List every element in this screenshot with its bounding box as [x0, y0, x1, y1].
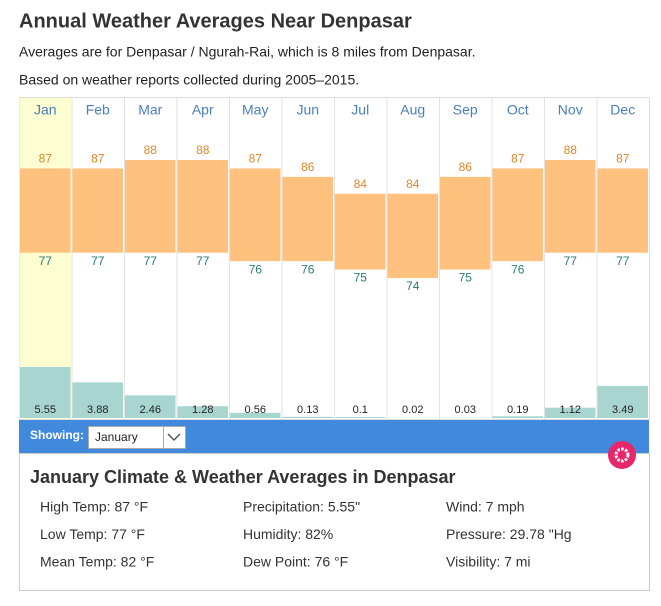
- high-label: 88: [196, 143, 210, 157]
- month-label[interactable]: Apr: [192, 102, 214, 118]
- high-label: 87: [91, 152, 105, 166]
- high-label: 84: [406, 177, 420, 191]
- detail-item: Mean Temp: 82 °F: [40, 554, 154, 570]
- month-label[interactable]: Aug: [400, 102, 425, 118]
- temp-bar: [72, 168, 123, 253]
- month-label[interactable]: Jul: [351, 102, 369, 118]
- month-label[interactable]: Oct: [507, 102, 529, 118]
- select-box[interactable]: [88, 426, 186, 449]
- month-label[interactable]: Sep: [453, 102, 478, 118]
- temp-bar: [335, 193, 386, 270]
- details-box: [19, 453, 650, 591]
- precip-label: 0.02: [402, 404, 423, 416]
- precip-bar: [72, 382, 123, 418]
- temp-bar: [125, 160, 176, 253]
- precip-bar: [335, 417, 386, 418]
- select-arrow: [167, 433, 181, 442]
- precip-bar: [545, 407, 596, 418]
- precip-bar: [282, 416, 333, 418]
- precip-bar: [230, 412, 281, 418]
- detail-item: Low Temp: 77 °F: [40, 526, 145, 542]
- low-label: 74: [406, 279, 420, 293]
- high-label: 86: [459, 160, 473, 174]
- temp-bar: [597, 168, 648, 253]
- precip-label: 3.88: [87, 404, 108, 416]
- month-label[interactable]: May: [242, 102, 268, 118]
- high-label: 87: [511, 152, 525, 166]
- high-label: 86: [301, 160, 315, 174]
- month-label[interactable]: Nov: [558, 102, 583, 118]
- high-label: 87: [616, 152, 630, 166]
- low-label: 77: [91, 254, 105, 268]
- low-label: 75: [459, 271, 473, 285]
- month-label[interactable]: Jan: [34, 102, 57, 118]
- low-label: 77: [616, 254, 630, 268]
- low-label: 76: [301, 262, 315, 276]
- chart: Jan 87 77 5.55 Feb 87 77 3.88 Mar 88 77 2.46 Apr 88 77…: [19, 98, 648, 419]
- precip-label: 1.12: [560, 404, 581, 416]
- details-title: January Climate & Weather Averages in De…: [30, 467, 456, 487]
- temp-bar: [545, 160, 596, 253]
- selected-column: [19, 98, 71, 419]
- settings-button[interactable]: [608, 441, 636, 469]
- precip-label: 0.13: [297, 404, 318, 416]
- low-label: 77: [196, 254, 210, 268]
- month-label[interactable]: Jun: [296, 102, 319, 118]
- select-value[interactable]: January: [95, 430, 138, 444]
- high-label: 87: [39, 152, 53, 166]
- precip-label: 2.46: [140, 404, 161, 416]
- high-label: 88: [144, 143, 158, 157]
- note: Based on weather reports collected durin…: [19, 72, 359, 88]
- showing-label: Showing:: [30, 428, 84, 442]
- month-select[interactable]: January: [88, 426, 186, 449]
- detail-item: Humidity: 82%: [243, 526, 333, 542]
- temp-bar: [177, 160, 228, 253]
- month-label[interactable]: Mar: [138, 102, 162, 118]
- subtitle: Averages are for Denpasar / Ngurah-Rai, …: [19, 44, 476, 60]
- precip-label: 0.56: [245, 404, 266, 416]
- precip-label: 5.55: [35, 404, 56, 416]
- detail-item: Visibility: 7 mi: [446, 554, 531, 570]
- low-label: 77: [564, 254, 578, 268]
- temp-bar: [230, 168, 281, 262]
- temp-bar: [492, 168, 543, 262]
- low-label: 76: [249, 262, 263, 276]
- detail-item: Dew Point: 76 °F: [243, 554, 348, 570]
- high-label: 87: [249, 152, 263, 166]
- precip-label: 0.19: [507, 404, 528, 416]
- high-label: 84: [354, 177, 368, 191]
- temp-bar: [440, 176, 491, 270]
- temp-bar: [387, 193, 438, 278]
- precip-label: 3.49: [612, 404, 633, 416]
- month-label[interactable]: Dec: [610, 102, 635, 118]
- gear-icon: [614, 447, 630, 463]
- temp-bar: [20, 168, 71, 253]
- details-grid: High Temp: 87 °F Precipitation: 5.55" Wind…: [40, 499, 572, 570]
- title: Annual Weather Averages Near Denpasar: [19, 10, 412, 32]
- precip-bar: [125, 395, 176, 418]
- gear-hole: [620, 453, 624, 457]
- low-label: 75: [354, 271, 368, 285]
- precip-bar: [177, 406, 228, 418]
- precip-label: 1.28: [192, 404, 213, 416]
- temp-bar: [282, 176, 333, 262]
- precip-label: 0.1: [353, 404, 368, 416]
- precip-bar: [492, 416, 543, 418]
- detail-item: Pressure: 29.78 "Hg: [446, 526, 572, 542]
- detail-item: High Temp: 87 °F: [40, 499, 148, 515]
- detail-item: Wind: 7 mph: [446, 499, 525, 515]
- low-label: 77: [39, 254, 53, 268]
- low-label: 77: [144, 254, 158, 268]
- high-label: 88: [564, 143, 578, 157]
- low-label: 76: [511, 262, 525, 276]
- precip-bar: [597, 385, 648, 418]
- month-label[interactable]: Feb: [86, 102, 110, 118]
- precip-bar: [20, 367, 71, 418]
- detail-item: Precipitation: 5.55": [243, 499, 360, 515]
- precip-label: 0.03: [455, 404, 476, 416]
